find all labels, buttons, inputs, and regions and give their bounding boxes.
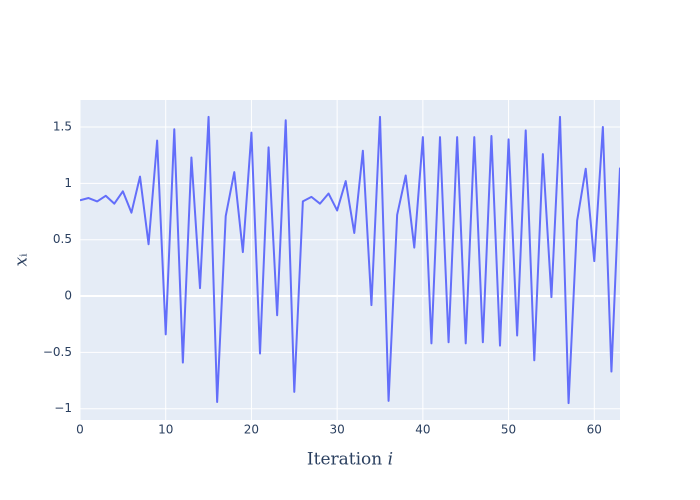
y-tick-label: −0.5 [43, 345, 72, 359]
data-line [80, 115, 620, 405]
x-tick-label: 40 [415, 423, 430, 437]
x-tick-label: 60 [587, 423, 602, 437]
y-tick-label: 1 [64, 176, 72, 190]
y-tick-label: 0.5 [53, 232, 72, 246]
y-tick-label: 0 [64, 289, 72, 303]
x-axis-label: Iteration 𝑖 [307, 450, 393, 470]
x-tick-label: 50 [501, 423, 516, 437]
x-tick-label: 0 [76, 423, 84, 437]
x-tick-label: 20 [244, 423, 259, 437]
x-tick-label: 30 [330, 423, 345, 437]
y-tick-label: 1.5 [53, 120, 72, 134]
y-axis-label: 𝑥ᵢ [12, 253, 32, 267]
y-tick-label: −1 [54, 401, 72, 415]
x-tick-label: 10 [158, 423, 173, 437]
